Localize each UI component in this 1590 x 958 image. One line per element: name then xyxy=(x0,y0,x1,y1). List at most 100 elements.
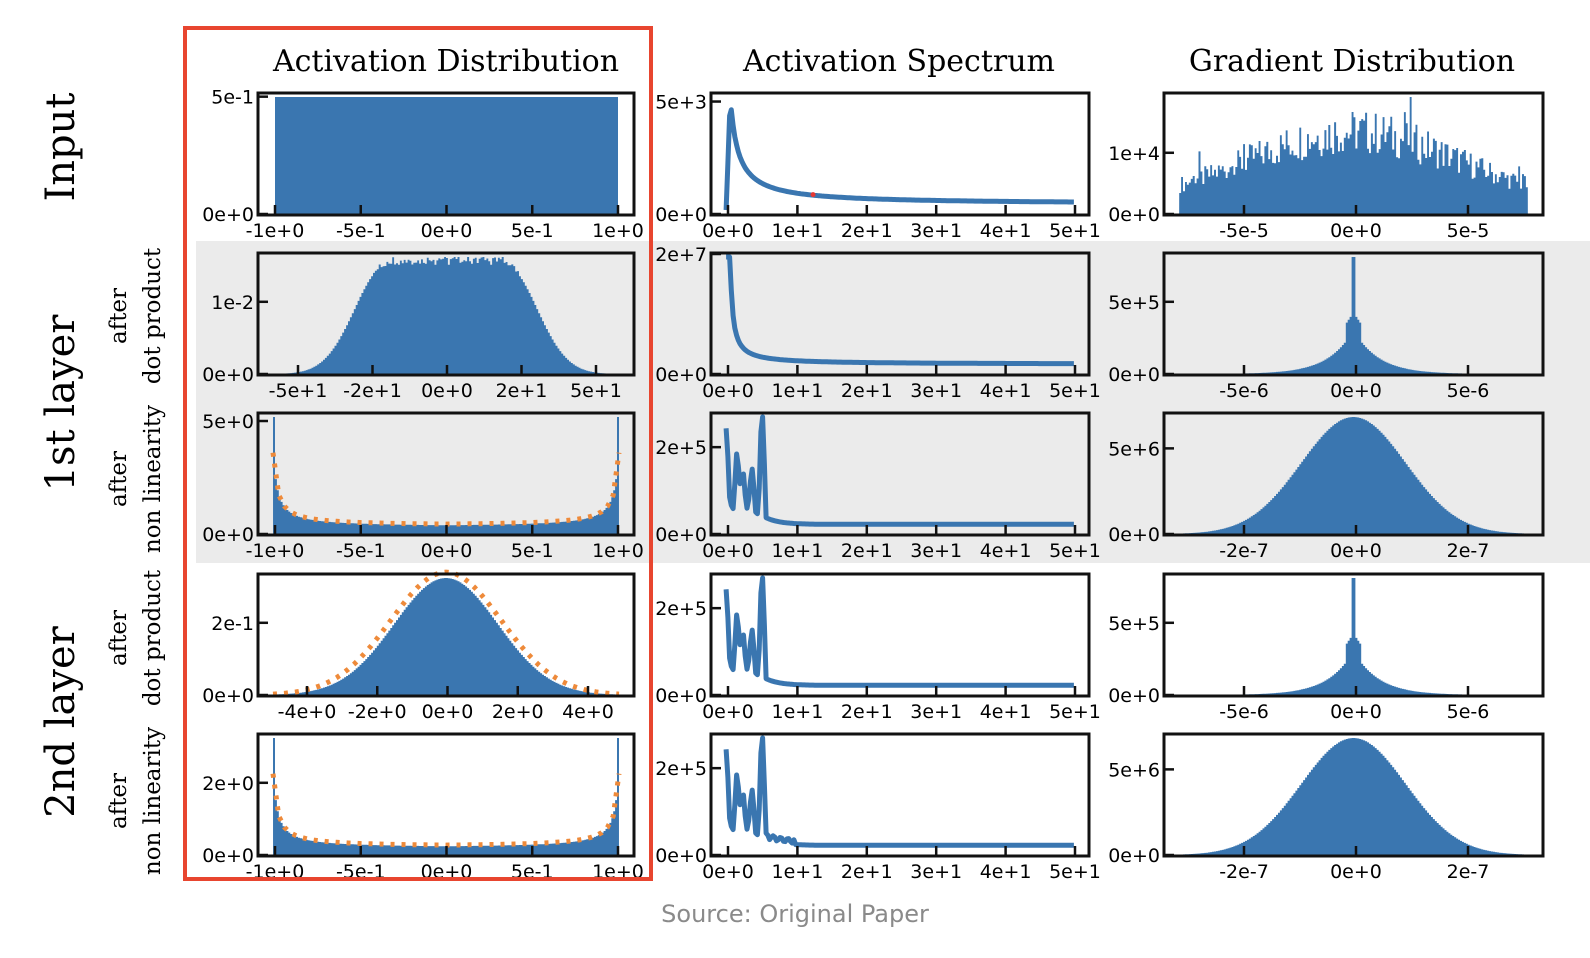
y-tick-label: 0e+0 xyxy=(655,204,707,226)
histogram-bars xyxy=(273,417,619,534)
x-tick-label: 0e+0 xyxy=(702,701,754,723)
spectrum-line xyxy=(723,107,1075,211)
histogram-bars xyxy=(275,97,618,214)
spectrum-line xyxy=(723,575,1075,688)
y-tick-label: 5e+3 xyxy=(655,92,707,114)
y-tick-label: 5e+5 xyxy=(1108,292,1160,314)
x-tick-label: -1e+0 xyxy=(246,220,305,242)
x-tick-label: 2e+0 xyxy=(492,701,544,723)
column-title: Activation Distribution xyxy=(272,44,619,79)
x-tick-label: 2e+1 xyxy=(841,220,893,242)
x-tick-label: 5e+1 xyxy=(570,380,622,402)
x-tick-label: -5e-6 xyxy=(1219,380,1269,402)
x-tick-label: -5e-1 xyxy=(336,540,386,562)
y-tick-label: 0e+0 xyxy=(202,685,254,707)
y-tick-label: 5e+5 xyxy=(1108,613,1160,635)
chart-panel: -2e-7 0e+0 2e-7 0e+0 5e+6 xyxy=(1108,732,1545,883)
x-tick-label: 4e+1 xyxy=(980,380,1032,402)
x-tick-label: -2e-7 xyxy=(1219,540,1269,562)
x-tick-label: 5e-5 xyxy=(1447,220,1490,242)
y-tick-label: 5e-1 xyxy=(211,87,254,109)
y-tick-label: 2e+7 xyxy=(655,244,707,266)
panel-frame xyxy=(709,251,1091,377)
y-tick-label: 2e+0 xyxy=(202,773,254,795)
source-caption: Source: Original Paper xyxy=(661,900,929,928)
y-tick-label: 0e+0 xyxy=(655,685,707,707)
row-sub-label: after xyxy=(106,451,132,507)
y-tick-label: 5e+0 xyxy=(202,411,254,433)
panel-frame xyxy=(1162,732,1545,858)
x-tick-label: -5e-6 xyxy=(1219,701,1269,723)
x-tick-label: 0e+0 xyxy=(1330,220,1382,242)
x-tick-label: 4e+1 xyxy=(980,861,1032,883)
x-tick-label: 5e-1 xyxy=(511,220,554,242)
y-tick-label: 0e+0 xyxy=(1108,364,1160,386)
x-tick-label: -2e-7 xyxy=(1219,861,1269,883)
y-tick-label: 0e+0 xyxy=(202,845,254,867)
x-tick-label: 5e+1 xyxy=(1049,380,1101,402)
x-tick-label: 0e+0 xyxy=(422,701,474,723)
fit-curve-dotted xyxy=(272,569,620,697)
chart-panel: -4e+0 -2e+0 0e+0 2e+0 4e+0 0e+0 2e-1 xyxy=(202,569,636,723)
y-tick-label: 0e+0 xyxy=(655,845,707,867)
x-tick-label: 0e+0 xyxy=(702,380,754,402)
x-tick-label: 4e+1 xyxy=(980,701,1032,723)
x-tick-label: 5e-6 xyxy=(1447,380,1490,402)
chart-panel: -1e+0 -5e-1 0e+0 5e-1 1e+0 0e+0 5e+0 xyxy=(202,411,644,562)
chart-panel: -5e-6 0e+0 5e-6 0e+0 5e+5 xyxy=(1108,572,1545,723)
x-tick-label: 2e+1 xyxy=(496,380,548,402)
panel-frame xyxy=(709,572,1091,698)
x-tick-label: 1e+1 xyxy=(772,380,824,402)
x-tick-label: -1e+0 xyxy=(246,540,305,562)
y-tick-label: 0e+0 xyxy=(1108,845,1160,867)
y-tick-label: 5e+6 xyxy=(1108,438,1160,460)
chart-panel: -1e+0 -5e-1 0e+0 5e-1 1e+0 0e+0 5e-1 xyxy=(202,87,644,242)
panel-frame xyxy=(709,91,1091,217)
row-sub-label: after xyxy=(106,610,132,666)
x-tick-label: 2e+1 xyxy=(841,540,893,562)
x-tick-label: 5e+1 xyxy=(1049,861,1101,883)
x-tick-label: 5e+1 xyxy=(1049,701,1101,723)
y-tick-label: 0e+0 xyxy=(1108,204,1160,226)
x-tick-label: 2e-7 xyxy=(1447,861,1490,883)
y-tick-label: 2e+5 xyxy=(655,758,707,780)
x-tick-label: 0e+0 xyxy=(702,220,754,242)
x-tick-label: 3e+1 xyxy=(910,861,962,883)
panel-frame xyxy=(709,411,1091,537)
chart-panel: 0e+0 1e+1 2e+1 3e+1 4e+1 5e+1 0e+0 5e+3 xyxy=(655,91,1101,242)
y-tick-label: 1e-2 xyxy=(211,292,254,314)
histogram-bars xyxy=(1179,97,1528,214)
y-tick-label: 0e+0 xyxy=(202,204,254,226)
y-tick-label: 2e+5 xyxy=(655,437,707,459)
x-tick-label: 2e+1 xyxy=(841,861,893,883)
x-tick-label: 4e+0 xyxy=(562,701,614,723)
histogram-bars xyxy=(1179,738,1528,855)
histogram-bars xyxy=(273,738,619,855)
x-tick-label: 2e-7 xyxy=(1447,540,1490,562)
y-tick-label: 1e+4 xyxy=(1108,143,1160,165)
x-tick-label: 1e+1 xyxy=(772,220,824,242)
y-tick-label: 0e+0 xyxy=(655,524,707,546)
histogram-bars xyxy=(1179,417,1528,534)
x-tick-label: 5e+1 xyxy=(1049,220,1101,242)
y-tick-label: 2e+5 xyxy=(655,598,707,620)
row-sub-label: non linearity xyxy=(140,405,166,553)
x-tick-label: 0e+0 xyxy=(1330,380,1382,402)
panel-frame xyxy=(1162,411,1545,537)
x-tick-label: 5e+1 xyxy=(1049,540,1101,562)
chart-panel: 0e+0 1e+1 2e+1 3e+1 4e+1 5e+1 0e+0 2e+5 xyxy=(655,411,1101,562)
x-tick-label: 1e+0 xyxy=(592,540,644,562)
x-tick-label: 5e-1 xyxy=(511,540,554,562)
y-tick-label: 5e+6 xyxy=(1108,759,1160,781)
fit-curve-dotted xyxy=(270,452,622,527)
spectrum-line xyxy=(723,414,1075,527)
histogram-bars xyxy=(1179,257,1528,374)
row-sub-label: after xyxy=(106,288,132,344)
highlight-box xyxy=(183,26,653,881)
x-tick-label: 2e+1 xyxy=(841,380,893,402)
x-tick-label: 0e+0 xyxy=(702,540,754,562)
panel-frame xyxy=(1162,572,1545,698)
x-tick-label: 0e+0 xyxy=(1330,701,1382,723)
row-sub-label: dot product xyxy=(140,569,166,706)
x-tick-label: -2e+0 xyxy=(348,701,407,723)
